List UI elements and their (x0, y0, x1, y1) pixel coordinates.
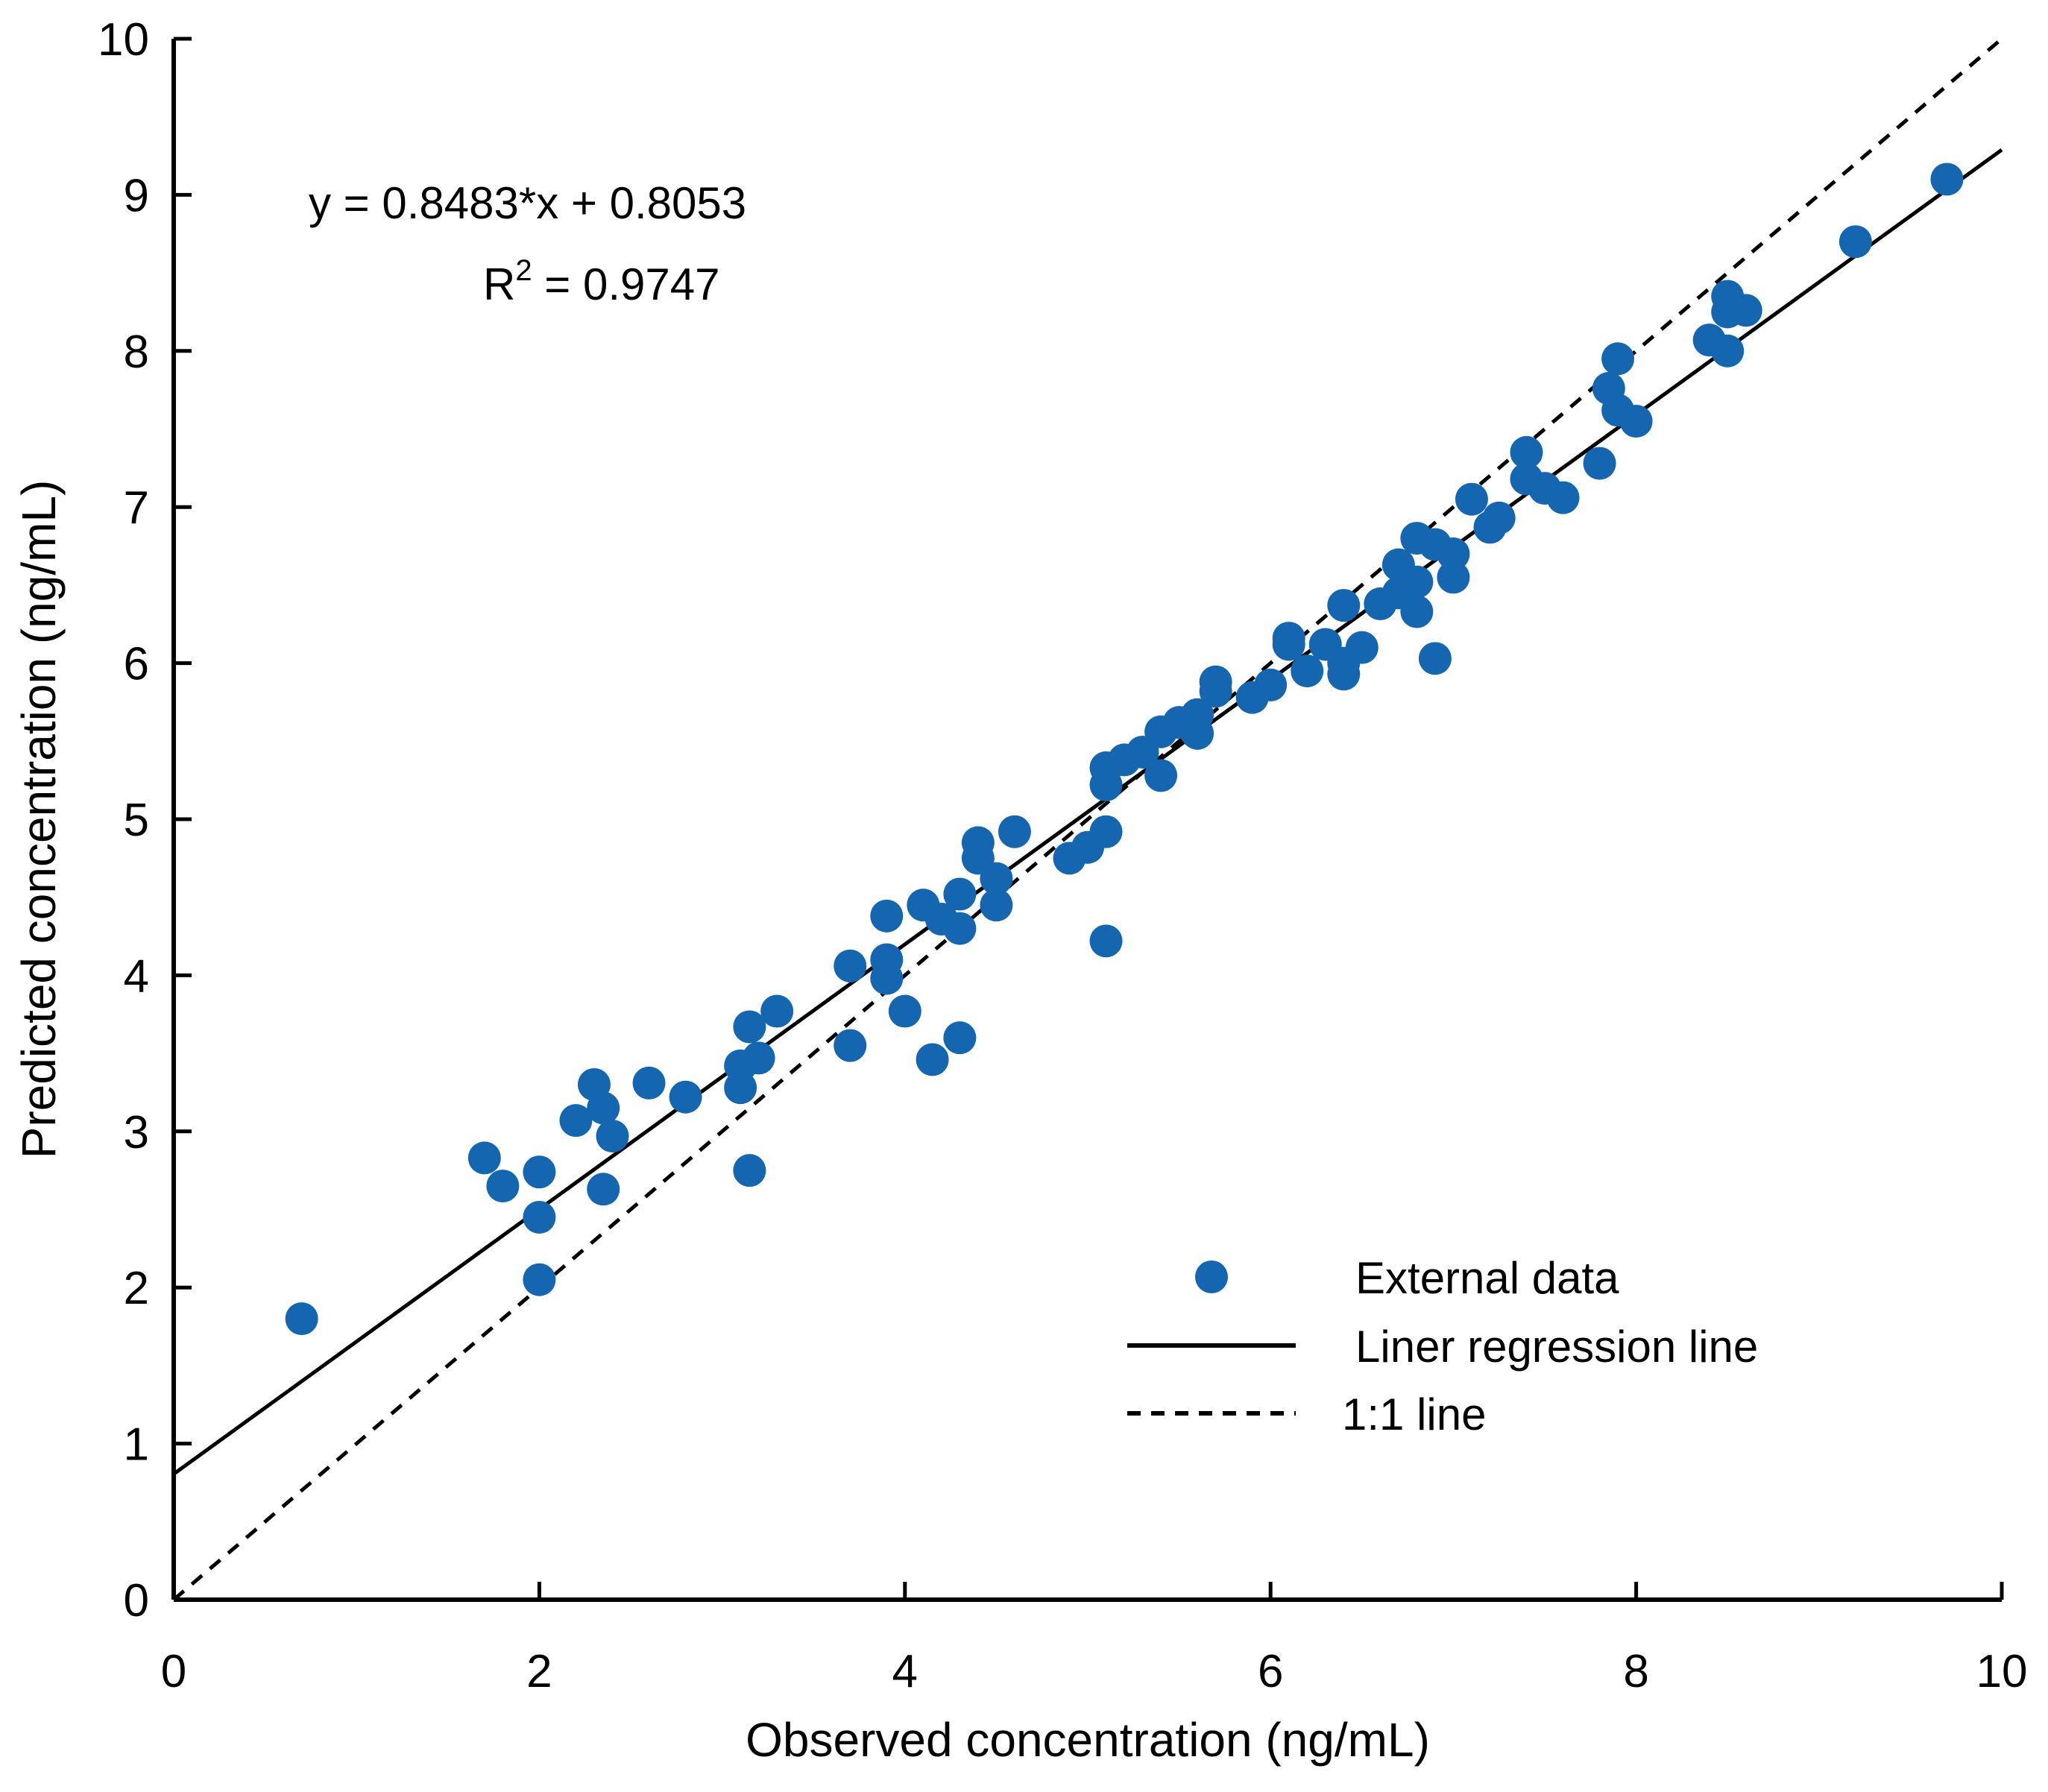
r-squared-annotation: R2 = 0.9747 (483, 254, 720, 309)
legend-scatter-label: External data (1355, 1253, 1619, 1303)
data-point (1327, 589, 1361, 622)
data-point (1930, 163, 1964, 196)
y-tick-label: 6 (124, 639, 149, 690)
data-point (1272, 622, 1305, 655)
data-point (1089, 924, 1123, 958)
legend-identity-label: 1:1 line (1342, 1389, 1486, 1439)
data-point (834, 1029, 867, 1062)
data-point (724, 1071, 757, 1105)
y-tick-label: 4 (124, 950, 149, 1002)
data-point (632, 1066, 666, 1100)
data-point (1546, 481, 1580, 514)
data-point (733, 1154, 766, 1187)
data-point (1400, 595, 1434, 628)
data-point (523, 1155, 556, 1189)
data-point (559, 1104, 593, 1138)
y-tick-label: 5 (124, 795, 149, 846)
data-point (742, 1041, 775, 1075)
data-point (1437, 537, 1470, 571)
data-point (1437, 561, 1470, 594)
y-tick-label: 0 (124, 1575, 149, 1627)
data-point (596, 1120, 629, 1153)
data-point (980, 889, 1013, 922)
lines-layer (172, 37, 2003, 1601)
data-point (980, 862, 1013, 895)
data-point (1601, 342, 1635, 376)
data-point (1345, 631, 1379, 664)
y-tick-label: 3 (124, 1107, 149, 1158)
y-tick-label: 8 (124, 326, 149, 378)
data-point (888, 994, 921, 1028)
legend: External data Liner regression line 1:1 … (1127, 1253, 1758, 1439)
x-tick-label: 8 (1623, 1646, 1648, 1697)
data-point (1254, 668, 1288, 701)
legend-scatter-marker (1195, 1261, 1228, 1293)
data-point (285, 1302, 318, 1336)
regression-equation: y = 0.8483*x + 0.8053 (309, 178, 746, 228)
data-point (733, 1010, 766, 1044)
y-tick-label: 2 (124, 1263, 149, 1314)
data-point (760, 994, 794, 1028)
data-point (1455, 482, 1488, 516)
y-tick-label: 1 (124, 1419, 149, 1471)
y-axis-label: Predicted concentration (ng/mL) (12, 480, 66, 1159)
y-tick-label: 10 (98, 14, 149, 66)
data-point (1839, 225, 1872, 259)
data-point (943, 1021, 977, 1055)
data-point (1181, 716, 1214, 750)
y-tick-label: 7 (124, 482, 149, 534)
points-layer (285, 163, 1964, 1336)
x-ticks: 0 2 4 6 8 10 (161, 1582, 2028, 1697)
data-point (1619, 405, 1653, 438)
regression-line (172, 148, 2003, 1476)
data-point (1729, 294, 1762, 327)
data-point (1327, 657, 1361, 691)
data-point (467, 1141, 501, 1175)
r-squared-prefix: R (483, 259, 515, 309)
data-point (1418, 642, 1452, 675)
data-point (486, 1170, 520, 1203)
data-point (1583, 447, 1616, 480)
y-ticks: 0 1 2 3 4 5 6 7 8 9 10 (98, 14, 192, 1627)
data-point (523, 1200, 556, 1234)
legend-regression-label: Liner regression line (1355, 1322, 1758, 1372)
data-point (1291, 654, 1324, 688)
x-axis-label: Observed concentration (ng/mL) (746, 1713, 1430, 1767)
x-tick-label: 4 (892, 1646, 918, 1697)
data-point (916, 1043, 949, 1076)
data-point (1711, 334, 1745, 367)
data-point (870, 899, 904, 933)
data-point (523, 1263, 556, 1296)
data-point (1510, 435, 1543, 469)
x-tick-label: 10 (1976, 1646, 2028, 1697)
data-point (1089, 815, 1123, 848)
x-tick-label: 6 (1258, 1646, 1283, 1697)
data-point (1482, 501, 1516, 534)
data-point (943, 877, 977, 911)
data-point (669, 1080, 702, 1114)
data-point (587, 1173, 620, 1206)
r-squared-value: = 0.9747 (532, 259, 720, 309)
x-tick-label: 0 (161, 1646, 186, 1697)
identity-line (172, 37, 2003, 1601)
data-point (943, 912, 977, 945)
data-point (998, 815, 1031, 848)
data-point (1144, 759, 1178, 792)
data-point (870, 962, 904, 995)
x-tick-label: 2 (526, 1646, 552, 1697)
data-point (587, 1091, 620, 1125)
data-point (1400, 565, 1434, 599)
r-squared-superscript: 2 (515, 254, 532, 287)
y-tick-label: 9 (124, 170, 149, 221)
data-point (1199, 675, 1232, 708)
data-point (834, 949, 867, 982)
